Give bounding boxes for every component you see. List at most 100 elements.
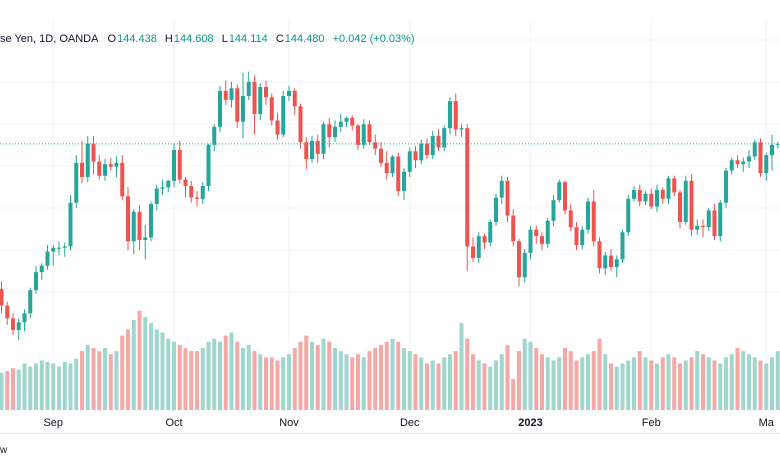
volume-bar xyxy=(591,351,596,410)
candle-body xyxy=(735,160,740,165)
candle-body xyxy=(275,120,280,135)
candle xyxy=(5,301,10,325)
candle xyxy=(373,134,378,156)
volume-bar xyxy=(97,351,102,410)
volume-bar xyxy=(292,348,297,410)
volume-bar xyxy=(315,344,320,410)
volume-bar xyxy=(373,348,378,410)
candle-body xyxy=(678,192,682,222)
candle xyxy=(126,187,130,251)
volume-bar xyxy=(643,357,648,410)
candle-body xyxy=(321,124,326,154)
volume-bar xyxy=(200,348,205,410)
candle-body xyxy=(701,225,705,228)
candle-body xyxy=(453,101,458,130)
candle xyxy=(442,125,447,152)
candle-body xyxy=(195,197,199,199)
candle-body xyxy=(103,164,107,176)
volume-bar xyxy=(62,361,67,410)
volume-bar xyxy=(189,351,194,410)
volume-bar xyxy=(223,335,228,410)
candle-body xyxy=(51,247,56,252)
volume-bar xyxy=(126,329,130,410)
candle xyxy=(522,249,527,283)
candle xyxy=(430,130,435,159)
candle-body xyxy=(488,222,493,243)
candle xyxy=(344,116,349,127)
volume-bar xyxy=(160,332,165,410)
volume-bar xyxy=(137,310,142,410)
volume-bar xyxy=(57,366,61,410)
candle xyxy=(264,80,268,105)
volume-bar xyxy=(609,363,613,410)
candle-body xyxy=(632,189,636,199)
volume-bar xyxy=(108,354,113,410)
candle xyxy=(471,237,475,262)
volume-bar xyxy=(706,357,711,410)
volume-bar xyxy=(557,357,562,410)
candle xyxy=(177,141,182,184)
candle-body xyxy=(333,126,337,138)
candle-body xyxy=(97,161,102,176)
volume-bar xyxy=(246,344,251,410)
candle-body xyxy=(465,128,470,247)
candle-body xyxy=(534,229,539,237)
volume-bar xyxy=(563,348,567,410)
candle-body xyxy=(45,251,50,266)
candle-body xyxy=(361,124,366,145)
candle-body xyxy=(315,141,320,154)
volume-bar xyxy=(68,363,73,410)
candle xyxy=(39,263,44,280)
candle-body xyxy=(712,210,717,237)
candle-body xyxy=(235,88,240,122)
candle xyxy=(252,75,257,135)
candle xyxy=(275,112,280,140)
candle xyxy=(149,201,153,242)
x-tick-label: Nov xyxy=(279,417,299,429)
axis-separator xyxy=(0,433,780,434)
candle xyxy=(701,219,705,238)
candle-body xyxy=(505,180,510,216)
volume-bar xyxy=(683,360,688,410)
candle-body xyxy=(430,135,435,156)
volume-bar xyxy=(689,357,694,410)
candle-body xyxy=(522,252,527,278)
volume-bar xyxy=(120,335,125,410)
volume-bar xyxy=(0,372,4,410)
candle xyxy=(315,134,320,163)
candle-body xyxy=(741,161,746,165)
candle xyxy=(689,174,694,237)
candle-body xyxy=(292,90,297,107)
volume-bar xyxy=(166,338,171,410)
volume-bar xyxy=(22,363,27,410)
volume-bar xyxy=(430,360,435,410)
candle-body xyxy=(310,141,314,159)
candle-body xyxy=(241,96,245,122)
candle xyxy=(195,191,199,207)
candle xyxy=(545,218,550,248)
candle xyxy=(396,152,401,197)
candle xyxy=(120,155,125,201)
candle-body xyxy=(580,229,585,246)
volume-bar xyxy=(321,338,326,410)
candle-body xyxy=(655,189,659,207)
candle-body xyxy=(706,210,711,228)
candle-body xyxy=(643,193,648,202)
volume-bar xyxy=(206,341,211,410)
volume-bar xyxy=(419,357,424,410)
candle xyxy=(390,155,395,177)
candle xyxy=(304,137,309,170)
candle xyxy=(91,135,96,175)
volume-bar xyxy=(281,357,286,410)
candle-body xyxy=(22,313,27,323)
candle-body xyxy=(28,290,33,314)
candle xyxy=(465,124,470,271)
candle-body xyxy=(39,265,44,273)
candle xyxy=(574,222,579,251)
candle-body xyxy=(689,180,694,230)
candle-body xyxy=(206,144,211,186)
volume-bar xyxy=(28,366,33,410)
volume-bar xyxy=(482,363,487,410)
candle-body xyxy=(356,125,360,145)
